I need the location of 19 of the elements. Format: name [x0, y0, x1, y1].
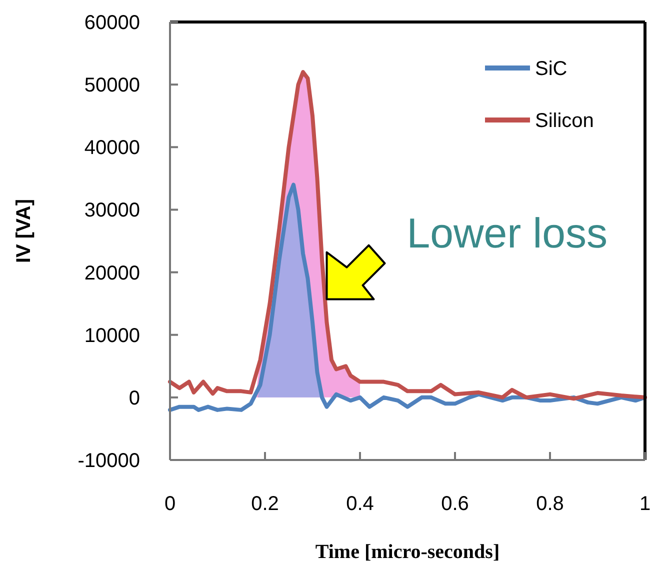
- y-tick-label: 10000: [84, 324, 140, 347]
- x-axis-title: Time [micro-seconds]: [315, 541, 500, 563]
- x-tick-label: 0: [164, 493, 176, 515]
- y-tick-label: 50000: [84, 74, 140, 97]
- legend-label: Silicon: [535, 110, 594, 132]
- y-tick-label: 20000: [84, 262, 140, 284]
- x-tick-label: 0.2: [251, 493, 279, 515]
- annotation: Lower loss: [406, 209, 608, 256]
- legend-label: SiC: [535, 58, 568, 80]
- y-tick-label: 40000: [84, 137, 140, 160]
- y-tick-label: 60000: [84, 12, 140, 34]
- y-tick-label: -10000: [78, 450, 140, 472]
- x-tick-label: 0.6: [441, 493, 469, 515]
- x-tick-label: 0.8: [536, 493, 564, 515]
- x-tick-label: 0.4: [346, 493, 374, 515]
- y-axis-title: IV [VA]: [13, 198, 35, 264]
- y-tick-label: 0: [128, 387, 140, 410]
- x-tick-label: 1: [639, 493, 651, 515]
- y-tick-label: 30000: [84, 200, 140, 222]
